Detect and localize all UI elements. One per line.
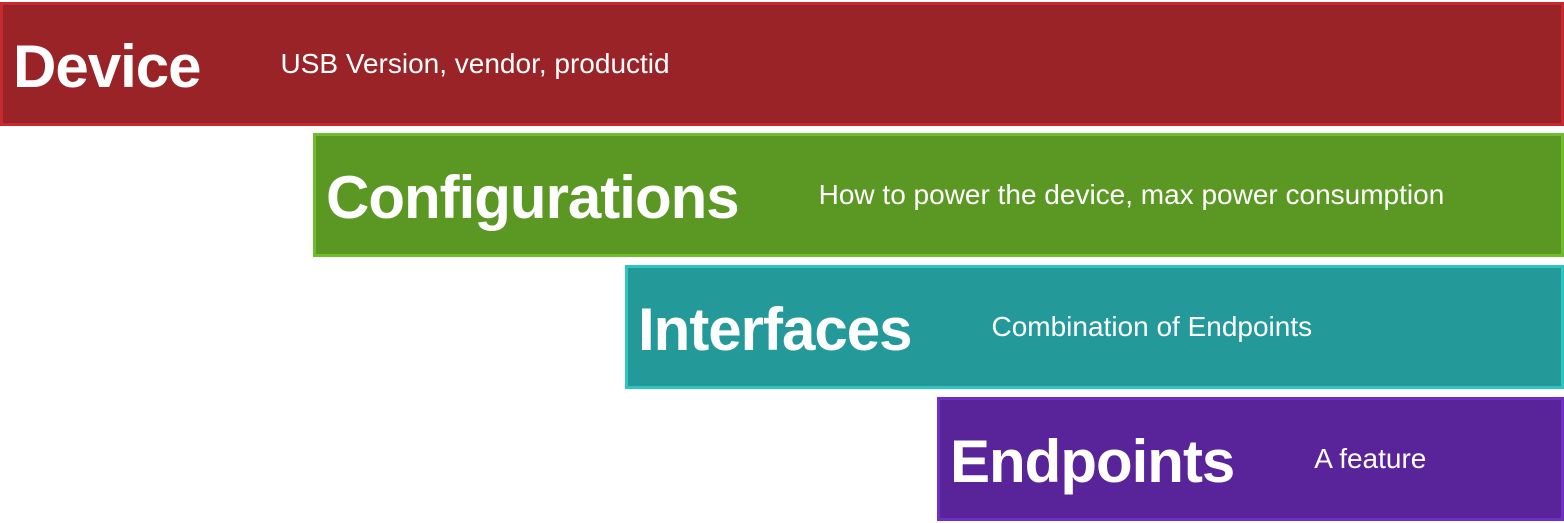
level-description-endpoints: A feature [1314, 443, 1427, 474]
level-title-configurations: Configurations [326, 164, 740, 231]
level-description-configurations: How to power the device, max power consu… [818, 179, 1445, 210]
level-description-device: USB Version, vendor, productid [280, 48, 670, 79]
level-configurations: Configurations How to power the device, … [313, 133, 1564, 257]
level-interfaces: Interfaces Combination of Endpoints [625, 265, 1564, 389]
level-title-device: Device [13, 33, 201, 100]
level-title-endpoints: Endpoints [950, 428, 1235, 495]
level-description-interfaces: Combination of Endpoints [991, 311, 1313, 342]
level-endpoints: Endpoints A feature [937, 397, 1564, 521]
level-device: Device USB Version, vendor, productid [0, 2, 1564, 126]
level-title-interfaces: Interfaces [638, 296, 912, 363]
